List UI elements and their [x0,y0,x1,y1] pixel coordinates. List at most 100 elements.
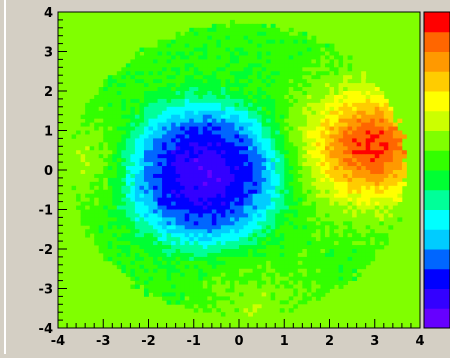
heatmap-cell [343,217,349,222]
heatmap-cell [239,146,244,151]
heatmap-cell [320,146,326,151]
heatmap-cell [338,249,344,254]
heatmap-cell [229,225,235,230]
heatmap-cell [347,241,353,246]
heatmap-cell [175,284,181,289]
heatmap-cell [134,150,140,155]
heatmap-cell [284,260,290,266]
heatmap-cell [374,114,380,120]
heatmap-cell [356,134,362,139]
heatmap-cell [139,87,145,92]
heatmap-cell [162,158,167,163]
heatmap-cell [193,260,199,266]
palette-segment [424,288,450,309]
heatmap-cell [329,91,335,96]
heatmap-cell [338,142,344,147]
heatmap-cell [234,71,240,76]
heatmap-cell [171,272,177,278]
heatmap-cell [229,35,235,41]
heatmap-cell [302,177,308,183]
heatmap-cell [315,55,321,60]
heatmap-cell [202,142,208,147]
heatmap-cell [270,134,276,139]
heatmap-cell [270,98,276,104]
heatmap-cell [239,142,244,147]
heatmap-cell [315,63,321,68]
heatmap-cell [202,268,208,274]
heatmap-cell [171,189,177,195]
heatmap-cell [379,213,385,218]
heatmap-cell [148,280,154,285]
heatmap-cell [261,249,267,254]
heatmap-cell [279,146,285,151]
heatmap-cell [103,79,109,84]
heatmap-cell [275,110,281,116]
heatmap-cell [302,296,308,301]
heatmap-cell [134,118,140,123]
heatmap-cell [180,118,186,123]
heatmap-cell [125,189,131,195]
heatmap-cell [365,245,371,250]
heatmap-cell [239,47,244,52]
heatmap-cell [116,91,122,96]
heatmap-cell [234,79,240,84]
heatmap-cell [279,177,285,183]
heatmap-cell [297,209,303,214]
heatmap-cell [225,252,231,258]
heatmap-cell [352,138,358,143]
heatmap-cell [225,166,231,171]
heatmap-cell [270,177,276,183]
heatmap-cell [311,217,317,222]
heatmap-cell [184,217,190,222]
heatmap-cell [275,43,281,48]
heatmap-cell [143,268,149,274]
heatmap-cell [157,252,163,258]
heatmap-cell [248,177,253,183]
heatmap-cell [329,229,335,234]
heatmap-cell [80,193,86,199]
heatmap-cell [166,43,172,48]
heatmap-cell [216,23,222,29]
heatmap-cell [180,130,186,135]
heatmap-cell [121,110,127,116]
heatmap-cell [365,102,371,108]
heatmap-cell [275,173,281,179]
heatmap-cell [103,205,109,210]
heatmap-cell [148,197,154,202]
heatmap-cell [248,75,253,80]
heatmap-cell [116,150,122,155]
heatmap-cell [257,252,263,258]
heatmap-cell [243,47,249,52]
heatmap-cell [116,197,122,202]
heatmap-cell [297,221,303,226]
heatmap-cell [116,177,122,183]
heatmap-cell [388,221,394,226]
heatmap-cell [338,71,344,76]
heatmap-cell [198,276,204,281]
heatmap-cell [365,98,371,104]
heatmap-cell [374,233,380,238]
heatmap-cell [239,83,244,88]
heatmap-cell [243,249,249,254]
heatmap-cell [180,142,186,147]
heatmap-cell [211,260,217,266]
heatmap-cell [171,98,177,104]
heatmap-cell [112,130,118,135]
heatmap-cell [374,197,380,202]
heatmap-cell [347,142,353,147]
heatmap-cell [85,233,91,238]
heatmap-cell [157,268,163,274]
heatmap-cell [134,166,140,171]
heatmap-cell [107,94,113,100]
heatmap-cell [257,146,263,151]
heatmap-cell [216,221,222,226]
heatmap-cell [116,193,122,199]
heatmap-cell [94,130,100,135]
heatmap-cell [297,98,303,104]
heatmap-cell [239,166,244,171]
x-tick-label: 2 [325,334,334,349]
heatmap-cell [270,229,276,234]
heatmap-cell [198,177,204,183]
heatmap-cell [175,98,181,104]
heatmap-cell [220,126,226,131]
